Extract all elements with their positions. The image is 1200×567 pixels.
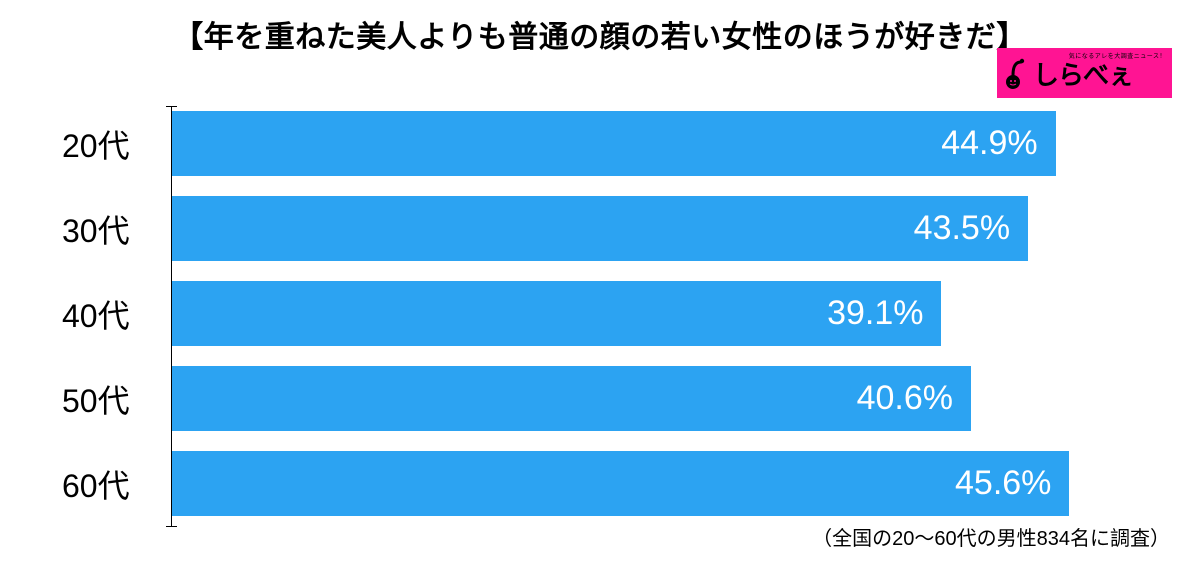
axis-tick xyxy=(166,106,177,107)
bar-row: 50代 40.6% xyxy=(56,361,1156,436)
brand-logo: 気になるアレを大調査ニュース！ しらべぇ xyxy=(997,48,1172,98)
category-label: 60代 xyxy=(56,461,166,507)
bar-chart: 20代 44.9% 30代 43.5% 40代 39.1% 50代 40.6% … xyxy=(56,106,1156,531)
bar-row: 20代 44.9% xyxy=(56,106,1156,181)
value-label: 39.1% xyxy=(827,294,923,333)
value-label: 44.9% xyxy=(941,124,1037,163)
bar-row: 30代 43.5% xyxy=(56,191,1156,266)
bar-row: 60代 45.6% xyxy=(56,446,1156,521)
category-label: 20代 xyxy=(56,121,166,167)
bar: 39.1% xyxy=(172,281,941,346)
value-label: 40.6% xyxy=(857,379,953,418)
logo-icon xyxy=(1003,56,1031,90)
value-label: 45.6% xyxy=(955,464,1051,503)
category-label: 50代 xyxy=(56,376,166,422)
logo-tagline: 気になるアレを大調査ニュース！ xyxy=(1069,51,1166,60)
value-label: 43.5% xyxy=(914,209,1010,248)
bar: 43.5% xyxy=(172,196,1028,261)
logo-brand-text: しらべぇ xyxy=(1033,55,1133,92)
bar: 44.9% xyxy=(172,111,1056,176)
axis-tick xyxy=(166,526,177,527)
category-label: 30代 xyxy=(56,206,166,252)
footnote: （全国の20～60代の男性834名に調査） xyxy=(812,522,1170,551)
category-label: 40代 xyxy=(56,291,166,337)
bar: 45.6% xyxy=(172,451,1069,516)
bar-row: 40代 39.1% xyxy=(56,276,1156,351)
bar: 40.6% xyxy=(172,366,971,431)
